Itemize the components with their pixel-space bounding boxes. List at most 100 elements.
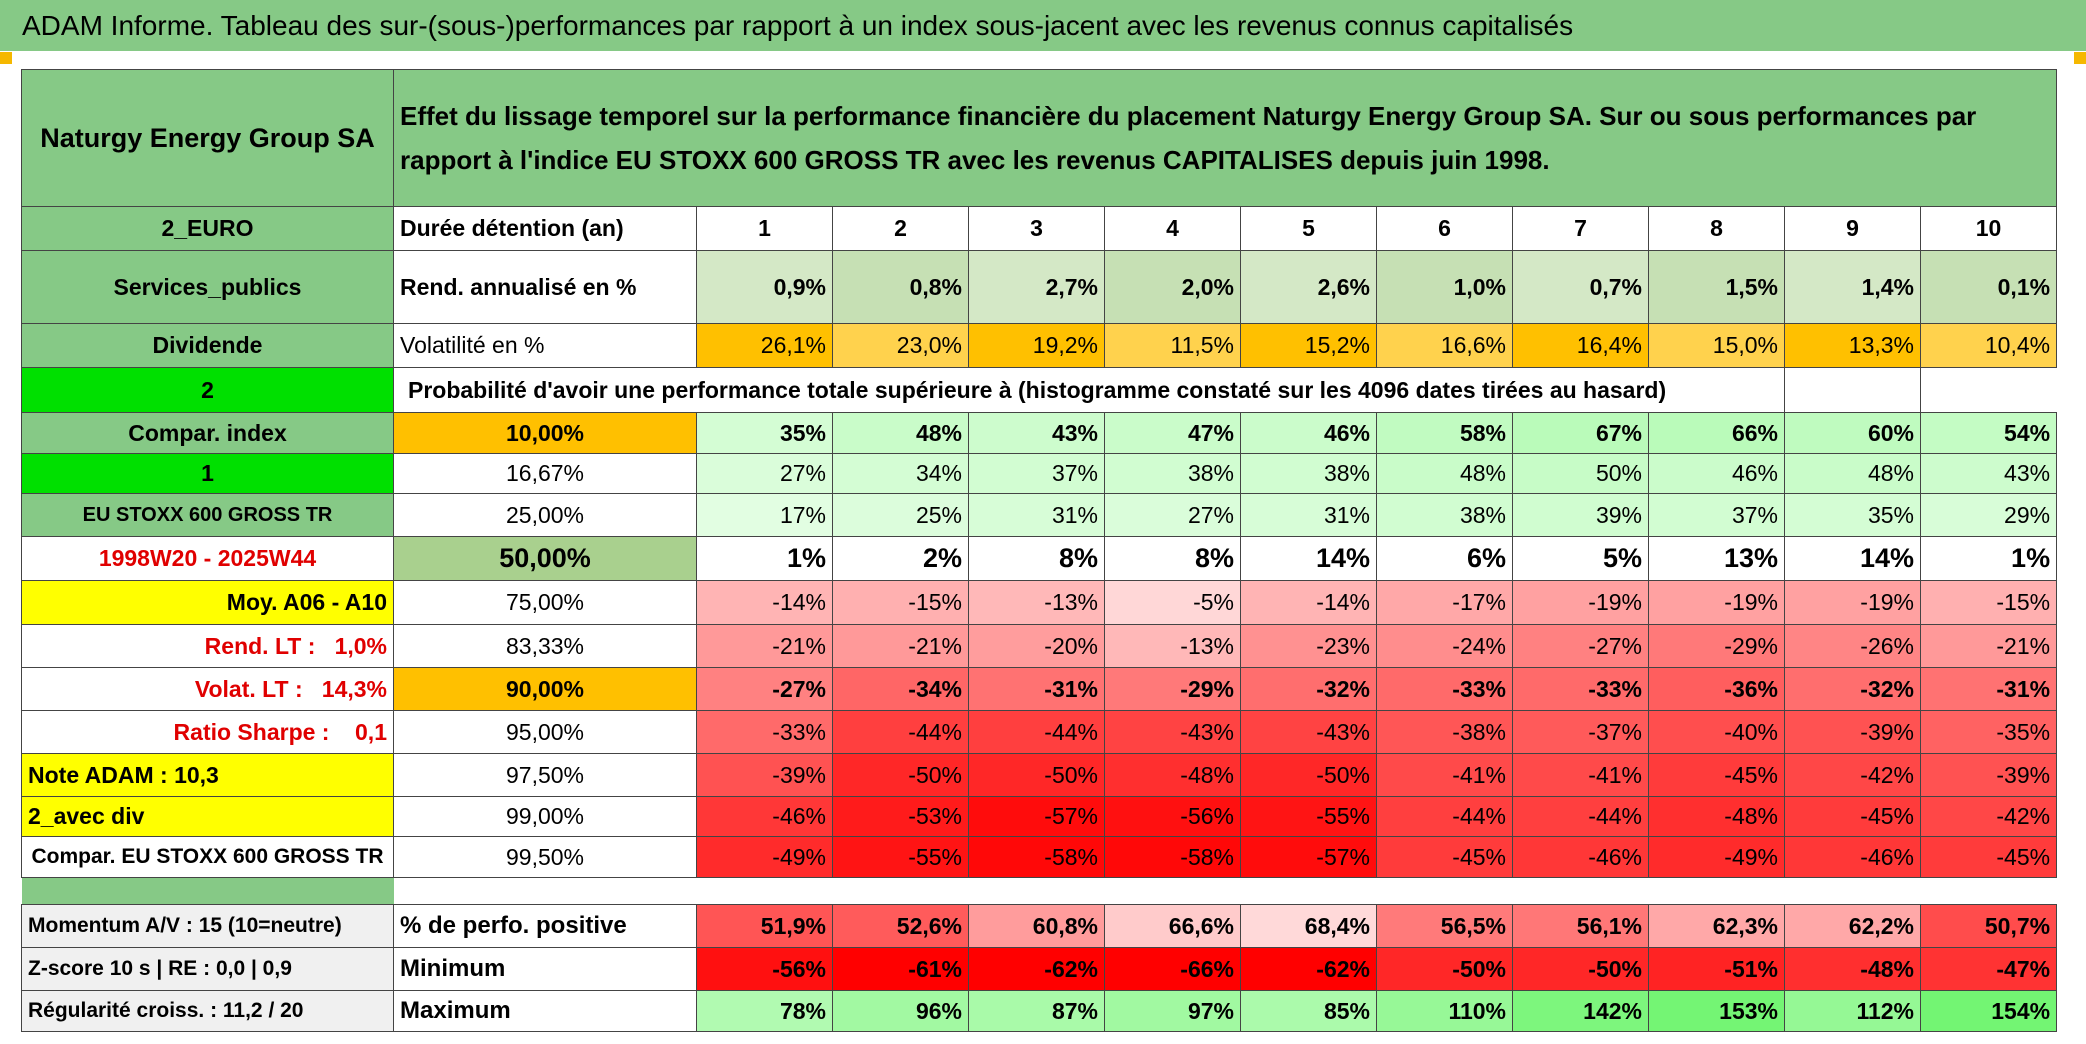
cell: -55% <box>832 836 969 878</box>
cell: -50% <box>1240 753 1377 797</box>
cell: Z-score 10 s | RE : 0,0 | 0,9 <box>21 947 394 991</box>
cell: 10 <box>1919 206 2058 251</box>
cell: 48% <box>832 412 969 454</box>
cell: -44% <box>832 710 969 754</box>
cell: 1,5% <box>1648 250 1785 324</box>
cell: 43% <box>1919 453 2058 494</box>
cell: 58% <box>1376 412 1513 454</box>
cell: 96% <box>832 990 969 1032</box>
cell: 15,2% <box>1240 323 1377 368</box>
cell: Rend. LT : 1,0% <box>21 624 394 668</box>
cell: 2_EURO <box>21 206 394 251</box>
cell: -21% <box>1919 624 2058 668</box>
cell: 1,0% <box>1376 250 1513 324</box>
cell: 46% <box>1648 453 1785 494</box>
cell: 50% <box>1512 453 1649 494</box>
cell: -13% <box>1104 624 1241 668</box>
cell: Effet du lissage temporel sur la perform… <box>392 69 2058 207</box>
row: Note ADAM : 10,3 97,50% -39% -50% -50% -48% -5… <box>21 753 2058 797</box>
row: Volat. LT : 14,3% 90,00% -27% -34% -31% -29% -… <box>21 667 2058 711</box>
cell: 60,8% <box>968 904 1105 948</box>
cell: 15,0% <box>1648 323 1785 368</box>
cell: 2,7% <box>968 250 1105 324</box>
cell: -33% <box>1376 667 1513 711</box>
cell: -50% <box>832 753 969 797</box>
cell: % de perfo. positive <box>393 904 697 948</box>
row: 2_EURO Durée détention (an) 1 2 3 4 5 6 7 8 9 10 <box>21 206 2058 251</box>
cell: 2 <box>832 206 969 251</box>
row: Services_publics Rend. annualisé en % 0,9%… <box>21 250 2058 324</box>
marker <box>0 52 12 64</box>
cell: 13,3% <box>1784 323 1921 368</box>
cell: 153% <box>1648 990 1785 1032</box>
cell: 1 <box>696 206 833 251</box>
cell: -58% <box>968 836 1105 878</box>
cell: 0,9% <box>696 250 833 324</box>
cell: -57% <box>968 796 1105 837</box>
cell: 3 <box>968 206 1105 251</box>
cell: 14% <box>1784 536 1921 581</box>
cell: 25% <box>832 493 969 537</box>
cell: 2,6% <box>1240 250 1377 324</box>
spacer <box>21 877 394 905</box>
cell: -19% <box>1512 580 1649 625</box>
cell: 83,33% <box>393 624 697 668</box>
cell: 1% <box>696 536 833 581</box>
cell: 17% <box>696 493 833 537</box>
cell: 46% <box>1240 412 1377 454</box>
cell: 16,6% <box>1376 323 1513 368</box>
cell: -41% <box>1376 753 1513 797</box>
cell: 99,50% <box>393 836 697 878</box>
row: Compar. EU STOXX 600 GROSS TR 99,50% -49% -… <box>21 836 2058 878</box>
cell: 0,7% <box>1512 250 1649 324</box>
cell: EU STOXX 600 GROSS TR <box>21 493 394 537</box>
cell: 11,5% <box>1104 323 1241 368</box>
cell: Rend. annualisé en % <box>393 250 697 324</box>
cell: -17% <box>1376 580 1513 625</box>
cell: 52,6% <box>832 904 969 948</box>
cell: -29% <box>1648 624 1785 668</box>
cell: 66,6% <box>1104 904 1241 948</box>
cell: -33% <box>1512 667 1649 711</box>
cell: Régularité croiss. : 11,2 / 20 <box>21 990 394 1032</box>
cell: 10,00% <box>393 412 697 454</box>
cell: 78% <box>696 990 833 1032</box>
cell: 19,2% <box>968 323 1105 368</box>
cell: -46% <box>1784 836 1921 878</box>
cell: 54% <box>1919 412 2058 454</box>
cell: -46% <box>696 796 833 837</box>
cell: -51% <box>1648 947 1785 991</box>
cell: 67% <box>1512 412 1649 454</box>
cell: -32% <box>1240 667 1377 711</box>
report-title: ADAM Informe. Tableau des sur-(sous-)per… <box>0 0 2086 51</box>
cell: 31% <box>968 493 1105 537</box>
cell: -53% <box>832 796 969 837</box>
cell: -26% <box>1784 624 1921 668</box>
cell: -62% <box>1240 947 1377 991</box>
cell: 23,0% <box>832 323 969 368</box>
cell: 16,67% <box>393 453 697 494</box>
cell: 142% <box>1512 990 1649 1032</box>
cell: 0,8% <box>832 250 969 324</box>
cell: -39% <box>1919 753 2058 797</box>
cell: -35% <box>1919 710 2058 754</box>
cell: 48% <box>1376 453 1513 494</box>
cell: -44% <box>1512 796 1649 837</box>
cell: -37% <box>1512 710 1649 754</box>
cell: 99,00% <box>393 796 697 837</box>
cell: 112% <box>1784 990 1921 1032</box>
cell: Maximum <box>393 990 697 1032</box>
cell: -13% <box>968 580 1105 625</box>
cell: -19% <box>1648 580 1785 625</box>
cell: -20% <box>968 624 1105 668</box>
cell: -47% <box>1919 947 2058 991</box>
cell: 2% <box>832 536 969 581</box>
cell: 9 <box>1784 206 1921 251</box>
cell: 8% <box>1104 536 1241 581</box>
cell: -50% <box>968 753 1105 797</box>
cell: -42% <box>1919 796 2058 837</box>
cell: -39% <box>1784 710 1921 754</box>
cell: 27% <box>696 453 833 494</box>
cell: -49% <box>1648 836 1785 878</box>
cell: 8% <box>968 536 1105 581</box>
